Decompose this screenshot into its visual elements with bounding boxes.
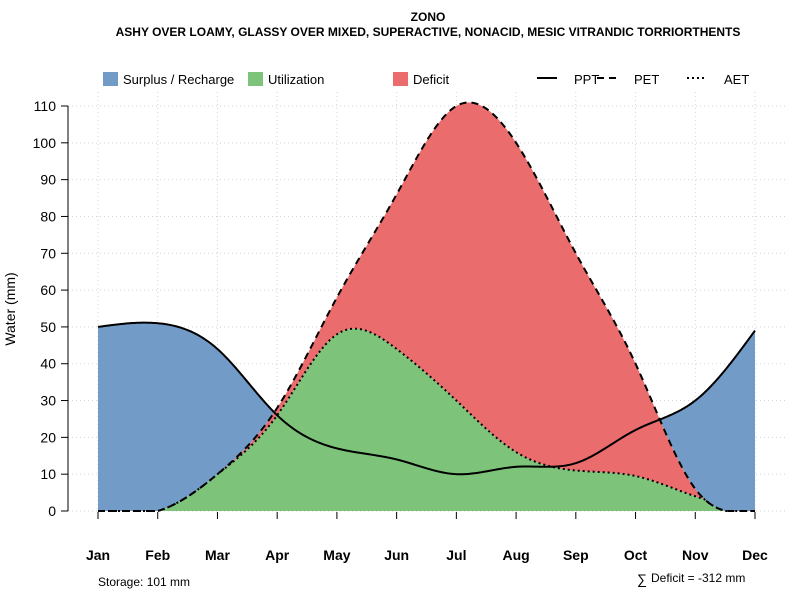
- y-axis-label: Water (mm): [2, 272, 18, 345]
- y-tick-label: 50: [40, 319, 56, 335]
- x-tick-label-feb: Feb: [145, 547, 170, 563]
- y-tick-label: 0: [48, 503, 56, 519]
- y-tick-label: 10: [40, 466, 56, 482]
- y-tick-label: 40: [40, 356, 56, 372]
- legend-label: Deficit: [413, 72, 450, 87]
- axes: 0 10 20 30 40 50 60 70 80 90 100 110 Jan Feb Mar Apr May…: [33, 98, 768, 563]
- line-pet: [98, 101, 755, 512]
- y-tick-label: 70: [40, 245, 56, 261]
- x-tick-label-jul: Jul: [446, 547, 466, 563]
- y-tick-label: 100: [33, 135, 57, 151]
- legend-label: Utilization: [268, 72, 324, 87]
- legend: Surplus / Recharge Utilization Deficit PPT P…: [103, 72, 749, 87]
- legend-swatch-2: [393, 72, 408, 86]
- y-tick-label: 110: [34, 98, 57, 114]
- x-tick-label-mar: Mar: [205, 547, 230, 563]
- legend-swatch-1: [248, 72, 263, 86]
- chart-title: ZONO: [411, 10, 446, 24]
- utilization-area: [98, 328, 755, 511]
- areas: [98, 102, 755, 512]
- y-tick-label: 80: [40, 208, 56, 224]
- x-tick-label-apr: Apr: [265, 547, 290, 563]
- legend-label: PPT: [574, 72, 599, 87]
- x-tick-label-oct: Oct: [624, 547, 648, 563]
- x-tick-label-may: May: [323, 547, 350, 563]
- legend-swatch-0: [103, 72, 118, 86]
- deficit-area: [98, 102, 755, 512]
- legend-label: AET: [724, 72, 749, 87]
- legend-label: PET: [634, 72, 659, 87]
- deficit-annotation: Deficit = -312 mm: [651, 571, 745, 585]
- x-tick-label-nov: Nov: [682, 547, 709, 563]
- line-ppt: [97, 321, 756, 476]
- y-tick-label: 20: [40, 429, 56, 445]
- y-tick-label: 90: [40, 172, 56, 188]
- legend-label: Surplus / Recharge: [123, 72, 234, 87]
- deficit-symbol: ∑: [637, 571, 647, 587]
- x-tick-label-jun: Jun: [384, 547, 409, 563]
- storage-annotation: Storage: 101 mm: [98, 575, 190, 589]
- surplus-recharge-area: [98, 102, 755, 512]
- lines: [97, 101, 756, 512]
- y-tick-label: 30: [40, 393, 56, 409]
- x-tick-label-sep: Sep: [563, 547, 589, 563]
- x-tick-label-dec: Dec: [742, 547, 768, 563]
- x-tick-label-jan: Jan: [86, 547, 110, 563]
- y-tick-label: 60: [40, 282, 56, 298]
- chart-subtitle: ASHY OVER LOAMY, GLASSY OVER MIXED, SUPE…: [116, 25, 741, 39]
- x-tick-label-aug: Aug: [502, 547, 529, 563]
- line-aet: [98, 327, 755, 512]
